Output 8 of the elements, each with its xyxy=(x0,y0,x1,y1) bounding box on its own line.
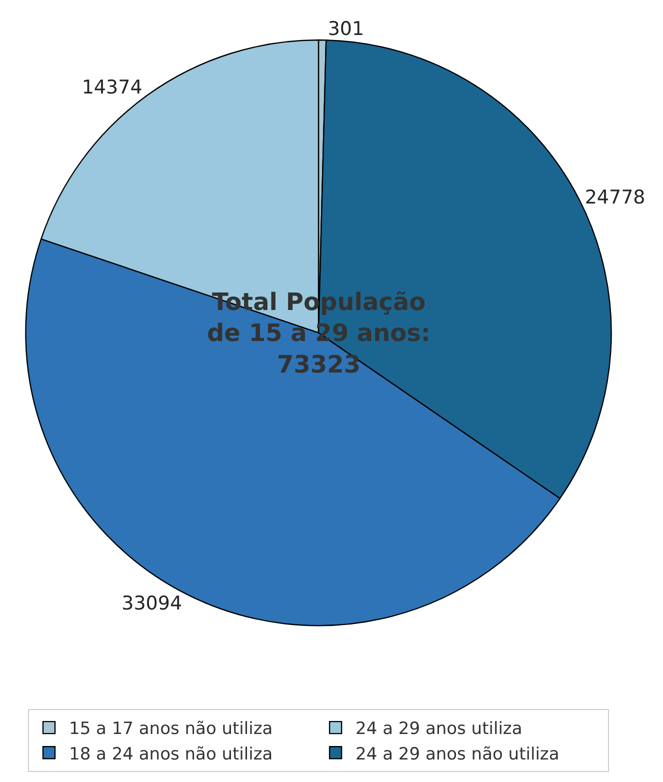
legend-label: 24 a 29 anos utiliza xyxy=(356,719,522,740)
data-label: 301 xyxy=(328,18,364,40)
legend-label: 24 a 29 anos não utiliza xyxy=(356,744,560,764)
legend-label: 18 a 24 anos não utiliza xyxy=(69,744,273,764)
data-label: 24778 xyxy=(584,186,646,208)
data-label: 33094 xyxy=(122,592,182,614)
data-label: 14374 xyxy=(82,76,142,99)
legend-label: 15 a 17 anos não utiliza xyxy=(69,719,273,740)
